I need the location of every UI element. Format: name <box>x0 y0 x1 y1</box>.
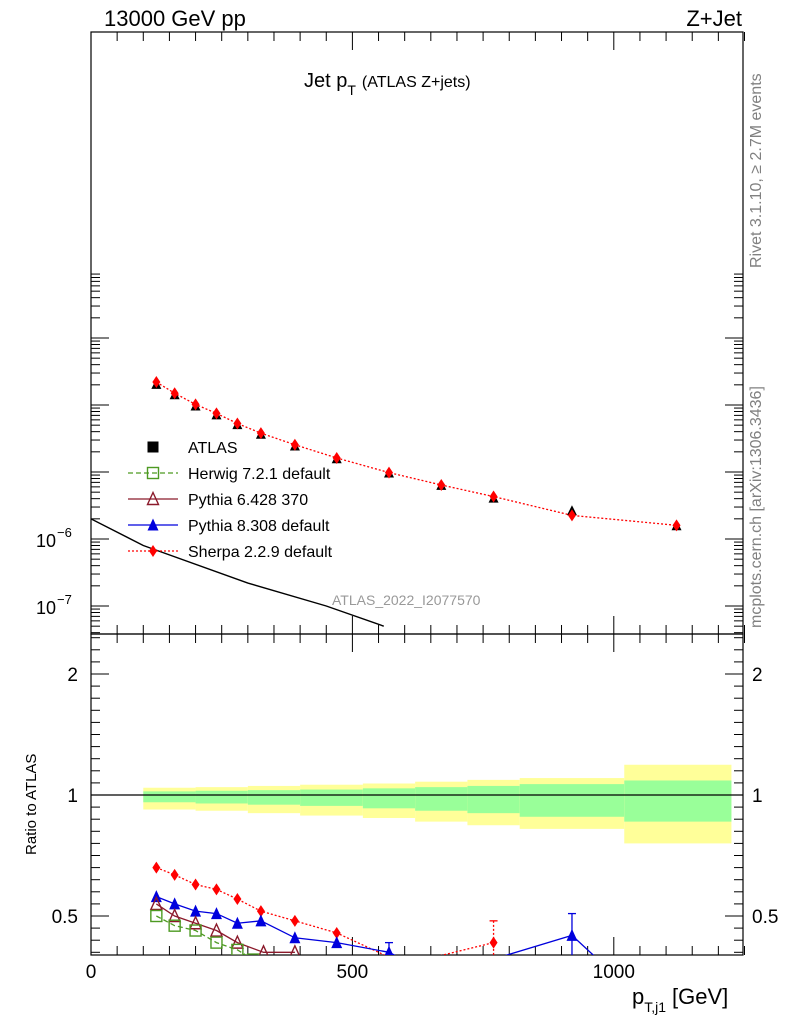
sherpa-point <box>191 398 200 411</box>
legend-marker <box>147 441 159 453</box>
header-left: 13000 GeV pp <box>104 6 246 31</box>
ratio-point <box>189 924 202 937</box>
band-inner <box>624 780 732 822</box>
ratio-ytick-label-right: 2 <box>752 665 763 686</box>
ratio-xtick-label: 0 <box>86 962 97 983</box>
band-inner <box>362 788 416 809</box>
ratio-line <box>156 896 595 955</box>
ratio-ytick-label-right: 0.5 <box>752 907 778 928</box>
ratio-series <box>149 861 595 982</box>
sherpa-point <box>332 451 341 464</box>
legend-marker <box>147 518 159 531</box>
xlabel-unit: [GeV] <box>672 984 728 1009</box>
sherpa-point <box>152 376 161 389</box>
main-ytick-label-base: 10 <box>36 531 56 551</box>
ratio-point <box>289 944 300 955</box>
ratio-line <box>155 903 295 953</box>
band-inner <box>415 787 468 811</box>
ratio-point <box>401 958 409 970</box>
sherpa-point <box>290 438 299 451</box>
sherpa-point <box>489 490 498 503</box>
main-title-base: Jet p <box>304 70 347 92</box>
ratio-point <box>170 868 179 881</box>
analysis-watermark: ATLAS_2022_I2077570 <box>332 592 481 608</box>
sherpa-point <box>437 478 446 491</box>
sherpa-point <box>567 509 576 522</box>
ratio-line <box>156 915 247 955</box>
ratio-point <box>188 915 203 930</box>
ratio-point <box>231 916 243 929</box>
ratio-point <box>231 943 244 955</box>
ratio-point <box>489 936 498 949</box>
ratio-point <box>190 904 202 917</box>
ratio-point <box>384 945 394 955</box>
ratio-point <box>149 895 163 911</box>
ratio-xlabel: pT,j1 [GeV] <box>632 984 728 1015</box>
sherpa-point <box>212 407 221 420</box>
main-ytick-label-exp: −6 <box>57 525 72 540</box>
ratio-point <box>289 931 301 944</box>
band-inner <box>195 790 248 804</box>
legend-label: Herwig 7.2.1 default <box>188 466 331 483</box>
ratio-xtick-label: 500 <box>337 962 369 983</box>
band-inner <box>143 791 196 803</box>
main-ytick-label-exp: −7 <box>57 592 72 607</box>
ratio-point <box>191 878 200 891</box>
band-inner <box>300 789 363 806</box>
ratio-point <box>150 909 163 923</box>
main-curve <box>91 518 384 627</box>
xlabel-base: p <box>632 984 644 1009</box>
header-right: Z+Jet <box>686 6 742 31</box>
sherpa-point <box>256 427 265 440</box>
legend-label: ATLAS <box>188 440 238 457</box>
ratio-line <box>156 866 494 955</box>
sherpa-point <box>170 387 179 400</box>
ratio-point <box>255 914 267 927</box>
legend-label: Pythia 6.428 370 <box>188 492 308 509</box>
ratio-point <box>152 861 161 874</box>
ratio-point <box>431 970 442 982</box>
ratio-point <box>212 883 221 896</box>
main-title-extra: (ATLAS Z+jets) <box>362 74 471 91</box>
band-inner <box>247 790 301 805</box>
ratio-point <box>230 934 244 949</box>
ratio-point <box>258 944 269 955</box>
ratio-point <box>168 907 182 923</box>
ratio-xtick-label: 1000 <box>593 962 635 983</box>
ratio-point <box>210 907 222 920</box>
sherpa-point <box>384 466 393 479</box>
ratio-point <box>168 919 181 932</box>
xlabel-sub: T,j1 <box>644 999 666 1015</box>
legend-marker <box>146 490 160 506</box>
ratio-ytick-label-left: 2 <box>67 665 78 686</box>
ratio-ytick-label-left: 0.5 <box>52 907 78 928</box>
ratio-ytick-label-right: 1 <box>752 786 763 807</box>
ratio-point <box>246 953 260 955</box>
main-series <box>91 376 682 627</box>
ratio-point <box>566 928 578 941</box>
ratio-point <box>331 936 343 949</box>
ratio-ytick-label-left: 1 <box>67 786 78 807</box>
legend-label: Pythia 8.308 default <box>188 518 330 535</box>
sherpa-point <box>672 519 681 532</box>
ratio-point <box>209 922 224 937</box>
ratio-point <box>169 897 181 910</box>
band-inner <box>467 785 520 814</box>
main-title: Jet pT (ATLAS Z+jets) <box>304 70 471 98</box>
legend-marker <box>149 545 157 557</box>
sherpa-point <box>233 417 242 430</box>
ratio-point <box>210 936 223 949</box>
legend-marker <box>146 466 160 480</box>
ratio-point <box>332 926 341 939</box>
band-inner <box>519 784 625 817</box>
ratio-point <box>256 905 265 918</box>
ratio-point <box>233 893 242 906</box>
ratio-point <box>290 914 299 927</box>
legend-label: Sherpa 2.2.9 default <box>188 544 333 561</box>
main-ytick-label-base: 10 <box>36 598 56 618</box>
main-title-sub: T <box>347 82 356 98</box>
